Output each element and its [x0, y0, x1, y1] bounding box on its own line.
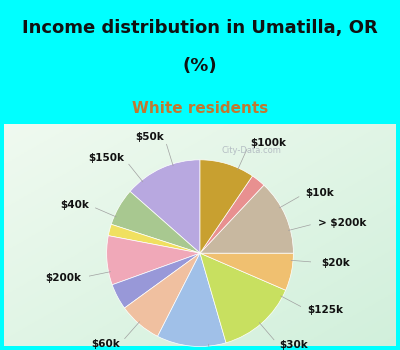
Wedge shape — [124, 253, 200, 336]
Text: $100k: $100k — [250, 138, 286, 148]
Wedge shape — [200, 160, 252, 253]
Text: $60k: $60k — [91, 339, 120, 349]
Text: > $200k: > $200k — [318, 218, 366, 228]
Text: $10k: $10k — [306, 188, 334, 198]
Text: $30k: $30k — [279, 341, 308, 350]
Text: City-Data.com: City-Data.com — [221, 146, 281, 155]
Wedge shape — [108, 224, 200, 253]
Wedge shape — [158, 253, 226, 346]
Wedge shape — [107, 236, 200, 285]
Text: (%): (%) — [183, 57, 217, 76]
Text: Income distribution in Umatilla, OR: Income distribution in Umatilla, OR — [22, 19, 378, 37]
Text: $150k: $150k — [88, 153, 124, 163]
Wedge shape — [112, 253, 200, 308]
Wedge shape — [200, 185, 293, 253]
Text: $40k: $40k — [60, 200, 89, 210]
Wedge shape — [111, 191, 200, 253]
Text: White residents: White residents — [132, 101, 268, 116]
Text: $200k: $200k — [45, 273, 81, 283]
Wedge shape — [130, 160, 200, 253]
Wedge shape — [200, 253, 286, 343]
Text: $20k: $20k — [321, 258, 350, 268]
Text: $125k: $125k — [307, 305, 343, 315]
Wedge shape — [200, 253, 293, 290]
Wedge shape — [200, 176, 264, 253]
Text: $50k: $50k — [136, 132, 164, 142]
